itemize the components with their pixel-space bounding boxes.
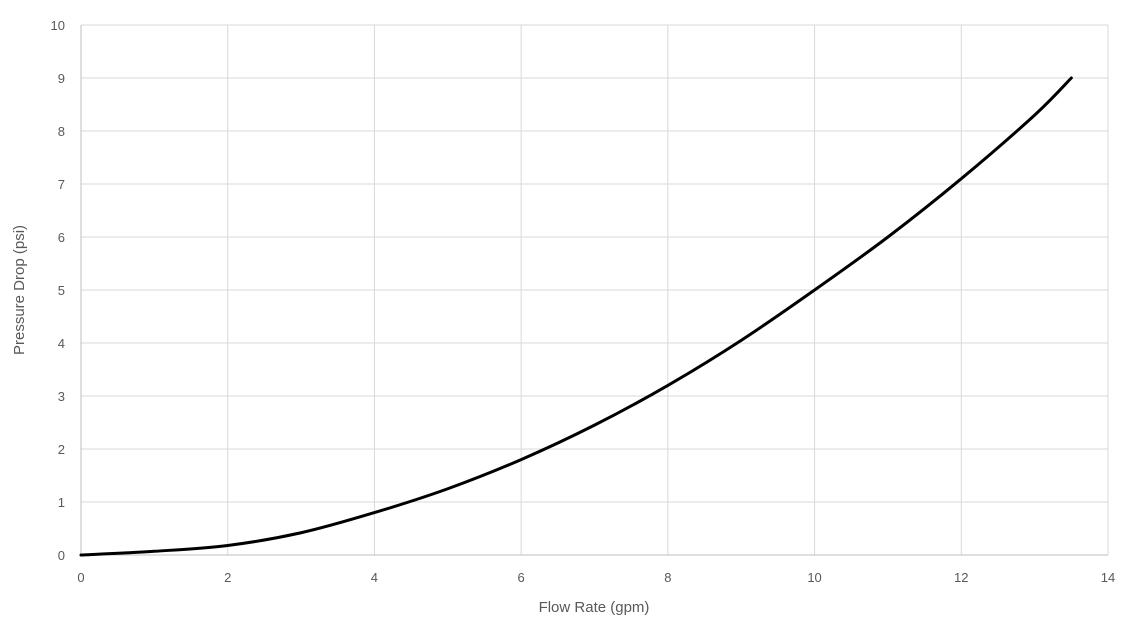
y-tick-label: 8 — [58, 124, 65, 139]
y-tick-label: 1 — [58, 495, 65, 510]
y-tick-label: 0 — [58, 548, 65, 563]
series-line — [79, 76, 1073, 557]
y-axis-title: Pressure Drop (psi) — [11, 225, 28, 355]
x-tick-label: 14 — [1101, 570, 1115, 585]
grid — [81, 24, 1109, 555]
y-tick-label: 5 — [58, 283, 65, 298]
y-tick-label: 3 — [58, 389, 65, 404]
y-tick-label: 4 — [58, 336, 65, 351]
y-tick-label: 7 — [58, 177, 65, 192]
y-tick-label: 6 — [58, 230, 65, 245]
y-tick-label: 9 — [58, 71, 65, 86]
x-tick-label: 8 — [664, 570, 671, 585]
x-tick-labels: 0 2 4 6 8 10 12 14 — [77, 570, 1115, 585]
x-tick-label: 0 — [77, 570, 84, 585]
x-axis-title: Flow Rate (gpm) — [539, 599, 650, 616]
x-tick-label: 12 — [954, 570, 968, 585]
x-tick-label: 4 — [371, 570, 378, 585]
x-tick-label: 10 — [807, 570, 821, 585]
y-tick-label: 10 — [51, 18, 65, 33]
plot-area — [79, 76, 1073, 557]
y-tick-labels: 0 1 2 3 4 5 6 7 8 9 10 — [51, 18, 65, 563]
x-tick-label: 6 — [518, 570, 525, 585]
x-tick-label: 2 — [224, 570, 231, 585]
axes — [80, 25, 1109, 556]
y-tick-label: 2 — [58, 442, 65, 457]
